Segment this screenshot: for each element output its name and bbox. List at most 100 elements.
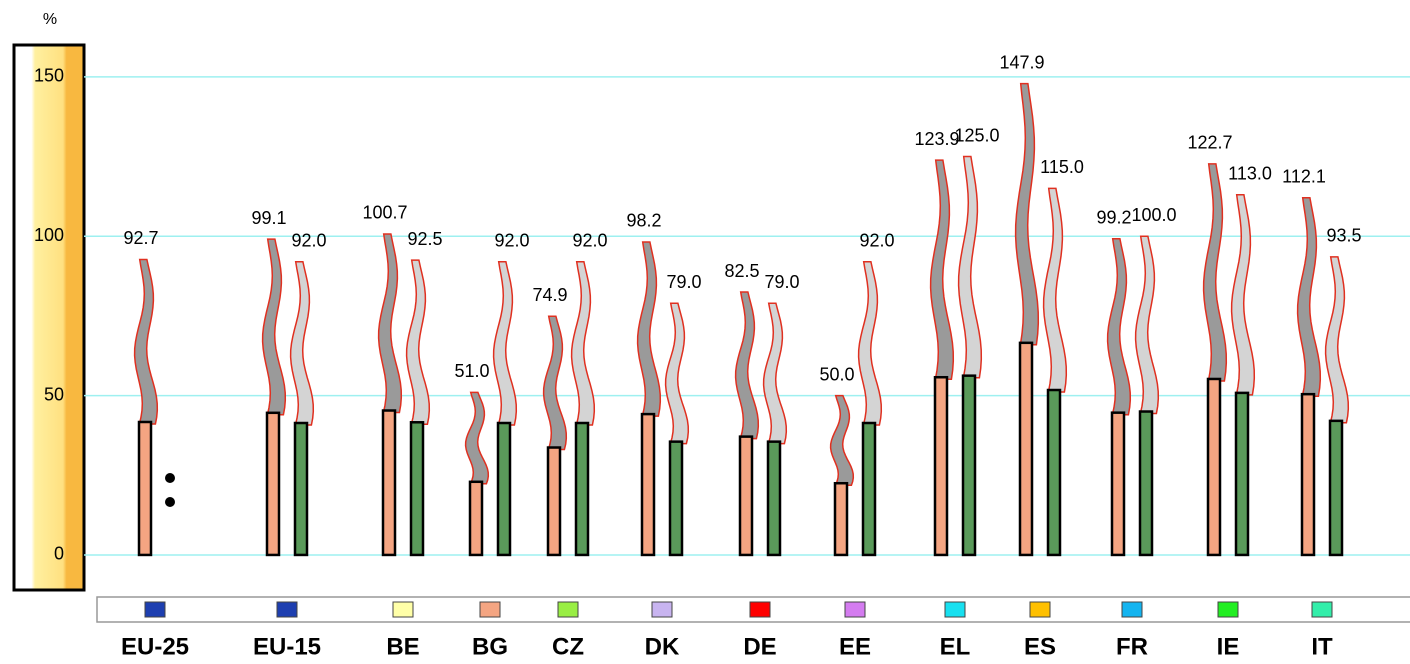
value-label: 100.7: [362, 203, 407, 223]
category-swatch: [392, 601, 414, 618]
y-tick-label: 100: [34, 225, 64, 245]
smoke: [1042, 187, 1068, 393]
chimney-body: [265, 411, 281, 557]
chimney-body: [766, 440, 782, 557]
smoke: [734, 291, 760, 440]
chimney: [1202, 163, 1228, 557]
smoke: [957, 155, 983, 379]
value-label: 79.0: [764, 272, 799, 292]
chimney: [1230, 194, 1256, 557]
smoke: [1202, 163, 1228, 382]
value-label: 123.9: [914, 129, 959, 149]
chimney: [542, 315, 568, 557]
chimney-body: [1206, 377, 1222, 557]
category-swatch: [944, 601, 966, 618]
chimney-body: [468, 480, 484, 557]
category-swatch: [557, 601, 579, 618]
smoke: [929, 159, 955, 380]
smoke: [829, 394, 855, 486]
smoke: [857, 260, 883, 426]
y-axis-label: %: [43, 11, 57, 28]
category-swatch: [1029, 601, 1051, 618]
chimney-body: [381, 409, 397, 557]
value-label: 115.0: [1040, 157, 1084, 177]
chimney: [762, 302, 788, 557]
smoke: [1106, 238, 1132, 416]
value-label: 92.0: [494, 230, 529, 250]
chimney-body: [961, 374, 977, 557]
category-swatch: [651, 601, 673, 618]
smoke: [1324, 256, 1350, 424]
chimney-body: [640, 412, 656, 557]
value-label: 92.0: [291, 230, 326, 250]
y-tick-label: 150: [34, 66, 64, 86]
smoke: [636, 241, 662, 417]
chimney-body: [1328, 419, 1344, 557]
category-swatch: [479, 601, 501, 618]
value-label: 50.0: [819, 364, 854, 384]
y-tick-label: 50: [44, 384, 64, 404]
smoke: [133, 258, 159, 425]
x-tick-label: EL: [940, 633, 971, 660]
chimney: [734, 291, 760, 557]
value-label: 100.0: [1131, 205, 1176, 225]
value-label: 113.0: [1228, 164, 1272, 184]
chimney: [570, 260, 596, 557]
category-swatch: [1311, 601, 1333, 618]
value-label: 51.0: [454, 361, 489, 381]
chimney: [1014, 82, 1040, 557]
chimney-body: [738, 435, 754, 557]
x-tick-label: IE: [1217, 633, 1240, 660]
chimney: [1296, 196, 1322, 557]
x-tick-label: DK: [645, 633, 680, 660]
smoke: [664, 302, 690, 445]
chimney-body: [668, 440, 684, 557]
value-label: 79.0: [666, 272, 701, 292]
chimney-body: [1300, 392, 1316, 557]
value-label: 92.0: [859, 230, 894, 250]
category-swatch: [276, 601, 298, 618]
smoke: [377, 233, 403, 414]
smoke: [492, 260, 518, 426]
smoke: [570, 260, 596, 426]
chimney-body: [1110, 411, 1126, 557]
chimney: [857, 260, 883, 557]
smoke: [1296, 196, 1322, 397]
chimney: [492, 260, 518, 557]
value-label: 92.0: [572, 230, 607, 250]
chimney-body: [833, 481, 849, 557]
chimney-body: [1234, 391, 1250, 557]
chimney: [636, 241, 662, 557]
value-label: 98.2: [626, 211, 661, 231]
chimney: [829, 394, 855, 557]
chimney: [289, 260, 315, 557]
chimney: [1042, 187, 1068, 557]
smoke: [762, 302, 788, 445]
value-label: 99.1: [251, 208, 286, 228]
category-swatch: [144, 601, 166, 618]
chimney: [1324, 256, 1350, 557]
chimney: [377, 233, 403, 557]
value-label: 92.7: [123, 228, 158, 248]
x-tick-label: EU-25: [121, 633, 189, 660]
chimney-body: [861, 421, 877, 557]
y-tick-label: 0: [54, 544, 64, 564]
value-label: 112.1: [1282, 166, 1326, 186]
chimney: [1134, 235, 1160, 557]
value-label: 147.9: [999, 52, 1044, 72]
category-swatch: [1121, 601, 1143, 618]
x-tick-label: CZ: [552, 633, 584, 660]
chimney-body: [933, 375, 949, 557]
chimney: [133, 258, 159, 557]
smoke: [1230, 194, 1256, 396]
category-swatch: [749, 601, 771, 618]
chimney: [957, 155, 983, 557]
value-label: 125.0: [954, 125, 999, 145]
chimney: [261, 238, 287, 557]
y-axis-box: [12, 43, 86, 592]
smoke: [1014, 82, 1040, 346]
x-tick-label: ES: [1024, 633, 1056, 660]
value-label: 74.9: [532, 285, 567, 305]
chimney-body: [496, 421, 512, 557]
